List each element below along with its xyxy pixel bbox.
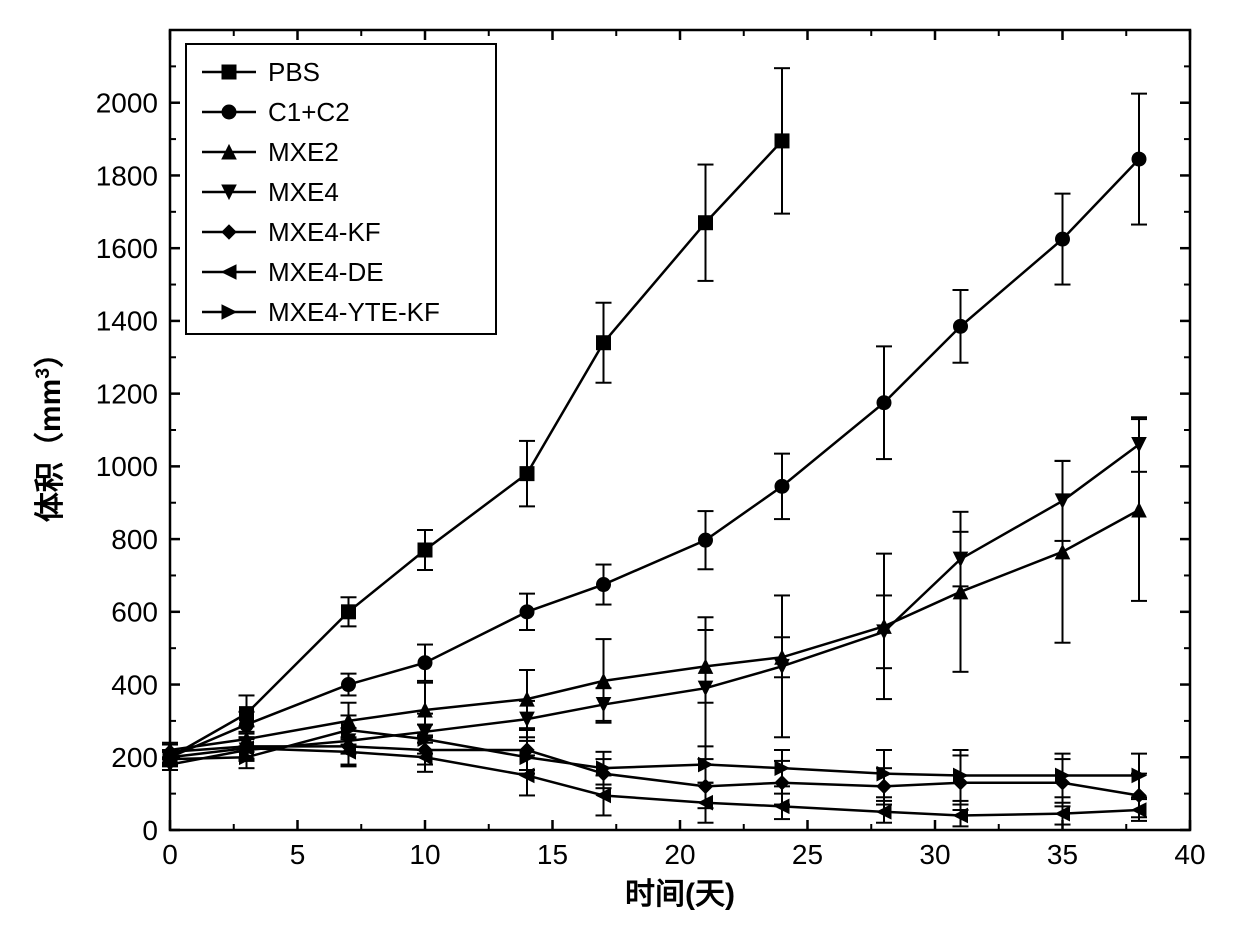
y-tick-label: 1200 [96, 378, 158, 409]
y-tick-label: 1600 [96, 233, 158, 264]
y-tick-label: 1800 [96, 160, 158, 191]
y-tick-label: 200 [111, 742, 158, 773]
x-tick-label: 40 [1174, 839, 1205, 870]
y-tick-label: 400 [111, 669, 158, 700]
y-axis-label: 体积（mm3） [32, 338, 67, 522]
legend-label: MXE4-KF [268, 217, 381, 247]
legend-label: MXE4-DE [268, 257, 384, 287]
x-tick-label: 15 [537, 839, 568, 870]
y-tick-label: 1400 [96, 306, 158, 337]
y-tick-label: 600 [111, 597, 158, 628]
legend-label: C1+C2 [268, 97, 350, 127]
y-tick-label: 0 [142, 815, 158, 846]
x-tick-label: 20 [664, 839, 695, 870]
legend: PBS C1+C2 MXE2 MXE4 MXE4-KF MXE4-DE MXE4-YTE-K… [186, 44, 496, 334]
legend-label: MXE4 [268, 177, 339, 207]
x-axis-label: 时间(天) [625, 878, 735, 911]
y-tick-label: 800 [111, 524, 158, 555]
line-chart: 0510152025303540020040060080010001200140… [0, 0, 1240, 942]
x-tick-label: 30 [919, 839, 950, 870]
y-tick-label: 2000 [96, 88, 158, 119]
y-tick-label: 1000 [96, 451, 158, 482]
legend-label: MXE2 [268, 137, 339, 167]
x-tick-label: 35 [1047, 839, 1078, 870]
legend-label: PBS [268, 57, 320, 87]
x-tick-label: 25 [792, 839, 823, 870]
x-tick-label: 10 [409, 839, 440, 870]
x-tick-label: 0 [162, 839, 178, 870]
legend-label: MXE4-YTE-KF [268, 297, 440, 327]
chart-container: 0510152025303540020040060080010001200140… [0, 0, 1240, 942]
x-tick-label: 5 [290, 839, 306, 870]
